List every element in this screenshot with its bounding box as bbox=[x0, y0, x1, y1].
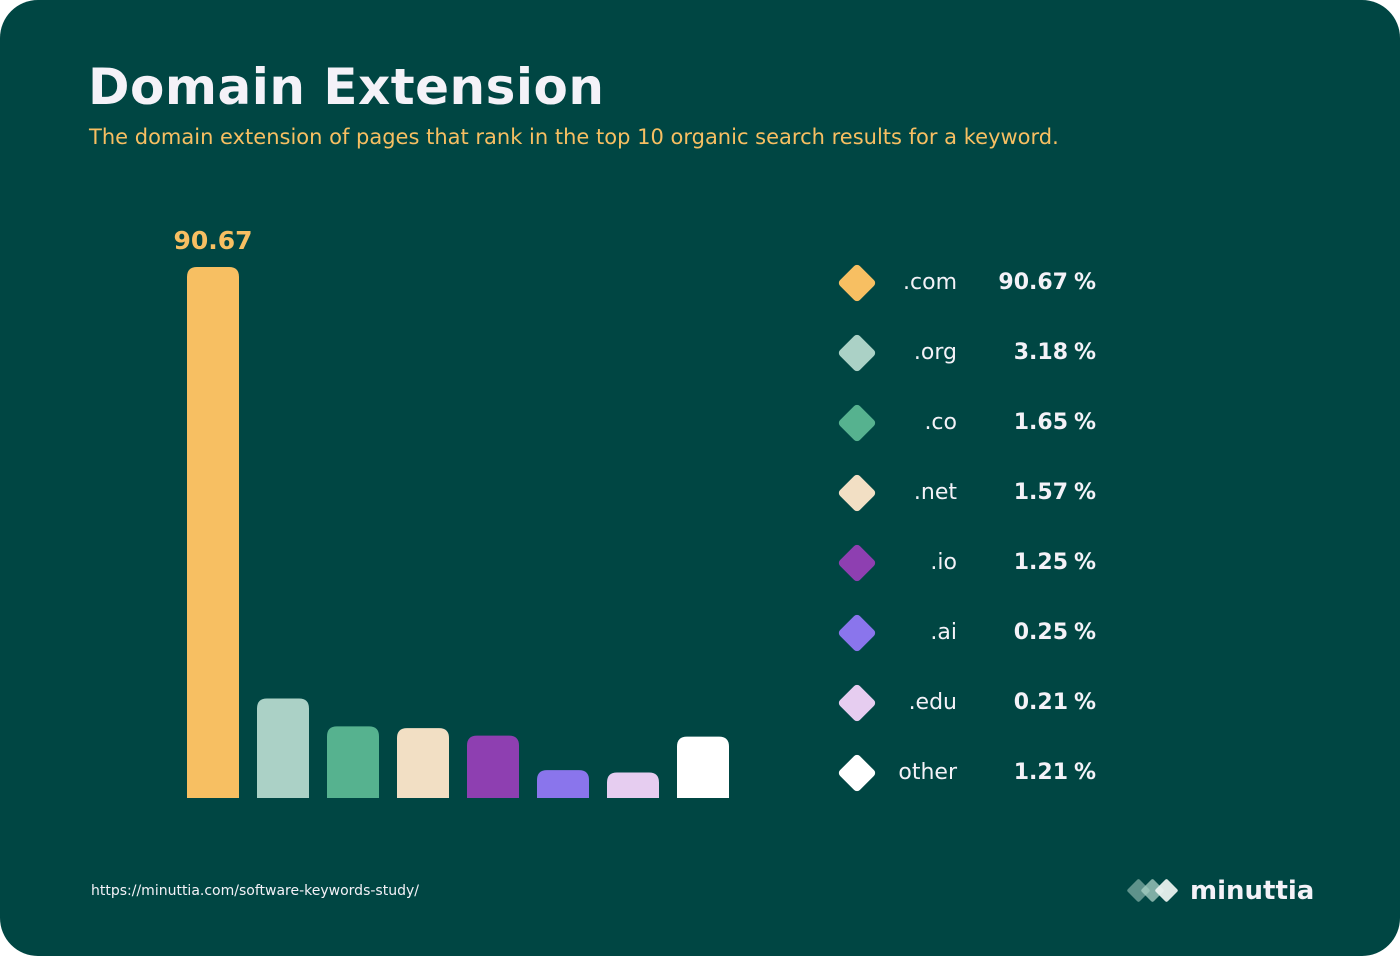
legend-value: 1.21 bbox=[1013, 760, 1068, 785]
source-url[interactable]: https://minuttia.com/software-keywords-s… bbox=[91, 883, 419, 899]
bar-other bbox=[677, 736, 729, 798]
legend-label: other bbox=[898, 760, 957, 785]
legend-unit: % bbox=[1073, 760, 1096, 785]
page-subtitle: The domain extension of pages that rank … bbox=[89, 125, 1059, 149]
diamonds-logo-icon bbox=[1127, 879, 1178, 902]
bar-net bbox=[397, 728, 449, 798]
legend-label: .io bbox=[930, 550, 957, 575]
legend-item-io: .io 1.25% bbox=[830, 543, 1100, 583]
legend-item-other: other 1.21% bbox=[830, 753, 1100, 793]
legend-item-co: .co 1.65% bbox=[830, 403, 1100, 443]
legend-unit: % bbox=[1073, 270, 1096, 295]
legend-value: 0.21 bbox=[1013, 690, 1068, 715]
legend-unit: % bbox=[1073, 410, 1096, 435]
brand-logo: minuttia bbox=[1124, 872, 1324, 912]
legend-value: 90.67 bbox=[998, 270, 1068, 295]
legend-label: .co bbox=[924, 410, 957, 435]
legend-value: 1.65 bbox=[1013, 410, 1068, 435]
legend-item-edu: .edu 0.21% bbox=[830, 683, 1100, 723]
legend-label: .com bbox=[903, 270, 957, 295]
bar-edu bbox=[607, 772, 659, 798]
legend-value: 1.25 bbox=[1013, 550, 1068, 575]
legend-swatch-diamond-icon bbox=[837, 683, 877, 723]
legend-value: 1.57 bbox=[1013, 480, 1068, 505]
legend-unit: % bbox=[1073, 340, 1096, 365]
legend-label: .org bbox=[913, 340, 957, 365]
legend-swatch-diamond-icon bbox=[837, 473, 877, 513]
legend-swatch-diamond-icon bbox=[837, 753, 877, 793]
legend-value: 3.18 bbox=[1013, 340, 1068, 365]
legend-label: .net bbox=[913, 480, 957, 505]
bar-co bbox=[327, 726, 379, 798]
legend-swatch-diamond-icon bbox=[837, 263, 877, 303]
legend-value: 0.25 bbox=[1013, 620, 1068, 645]
page-title: Domain Extension bbox=[88, 58, 605, 116]
legend-swatch-diamond-icon bbox=[837, 403, 877, 443]
legend-item-net: .net 1.57% bbox=[830, 473, 1100, 513]
bar-ai bbox=[537, 770, 589, 798]
legend-unit: % bbox=[1073, 620, 1096, 645]
bar-data-label: 90.67 bbox=[173, 226, 252, 255]
legend-label: .ai bbox=[930, 620, 957, 645]
brand-name: minuttia bbox=[1190, 876, 1315, 906]
legend-item-ai: .ai 0.25% bbox=[830, 613, 1100, 653]
bar-io bbox=[467, 735, 519, 798]
legend-swatch-diamond-icon bbox=[837, 613, 877, 653]
legend-unit: % bbox=[1073, 550, 1096, 575]
legend-swatch-diamond-icon bbox=[837, 333, 877, 373]
legend-item-org: .org 3.18% bbox=[830, 333, 1100, 373]
legend-label: .edu bbox=[908, 690, 957, 715]
bar-org bbox=[257, 698, 309, 798]
legend-item-com: .com 90.67% bbox=[830, 263, 1100, 303]
bar-chart: 90.67 bbox=[173, 226, 729, 798]
legend-unit: % bbox=[1073, 690, 1096, 715]
legend-swatch-diamond-icon bbox=[837, 543, 877, 583]
bar-com bbox=[187, 267, 239, 798]
legend-unit: % bbox=[1073, 480, 1096, 505]
